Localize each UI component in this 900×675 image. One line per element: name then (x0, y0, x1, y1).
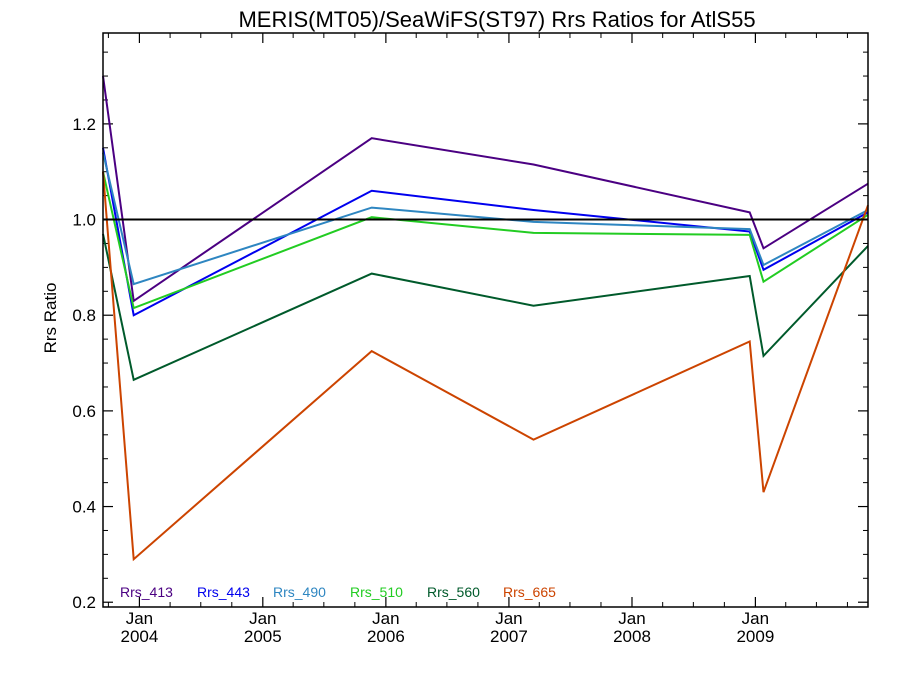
x-tick-label-month: Jan (372, 609, 399, 628)
series-line-rrs-490 (102, 152, 869, 286)
series-line-rrs-665 (102, 171, 869, 562)
y-tick-label: 1.2 (72, 115, 96, 134)
x-tick-label-month: Jan (126, 609, 153, 628)
legend: Rrs_413 Rrs_443 Rrs_490 Rrs_510 Rrs_560 Rrs_6… (120, 584, 556, 600)
x-tick-label-year: 2008 (613, 627, 651, 646)
axis-ticks-layer: 0.20.40.60.81.01.2Jan2004Jan2005Jan2006J… (72, 33, 868, 646)
series-line-rrs-510 (102, 171, 869, 310)
y-tick-label: 1.0 (72, 211, 96, 230)
legend-label: Rrs_560 (427, 584, 480, 600)
series-layer (102, 75, 869, 562)
x-tick-label-year: 2006 (367, 627, 405, 646)
x-tick-label-year: 2005 (244, 627, 282, 646)
x-tick-label-year: 2004 (120, 627, 158, 646)
y-tick-label: 0.4 (72, 498, 96, 517)
y-tick-label: 0.8 (72, 306, 96, 325)
plot-frame (102, 32, 869, 608)
y-axis-label: Rrs Ratio (41, 283, 60, 354)
x-tick-label-month: Jan (618, 609, 645, 628)
legend-label: Rrs_413 (120, 584, 173, 600)
series-line-rrs-560 (102, 233, 869, 382)
x-tick-label-month: Jan (495, 609, 522, 628)
y-tick-label: 0.2 (72, 593, 96, 612)
series-line-rrs-413 (102, 75, 869, 303)
legend-label: Rrs_510 (350, 584, 403, 600)
x-tick-label-year: 2007 (490, 627, 528, 646)
x-tick-label-month: Jan (249, 609, 276, 628)
y-tick-label: 0.6 (72, 402, 96, 421)
legend-label: Rrs_665 (503, 584, 556, 600)
legend-label: Rrs_490 (273, 584, 326, 600)
chart-title: MERIS(MT05)/SeaWiFS(ST97) Rrs Ratios for… (238, 7, 755, 32)
x-tick-label-month: Jan (742, 609, 769, 628)
x-tick-label-year: 2009 (736, 627, 774, 646)
series-line-rrs-443 (102, 147, 869, 317)
legend-label: Rrs_443 (197, 584, 250, 600)
